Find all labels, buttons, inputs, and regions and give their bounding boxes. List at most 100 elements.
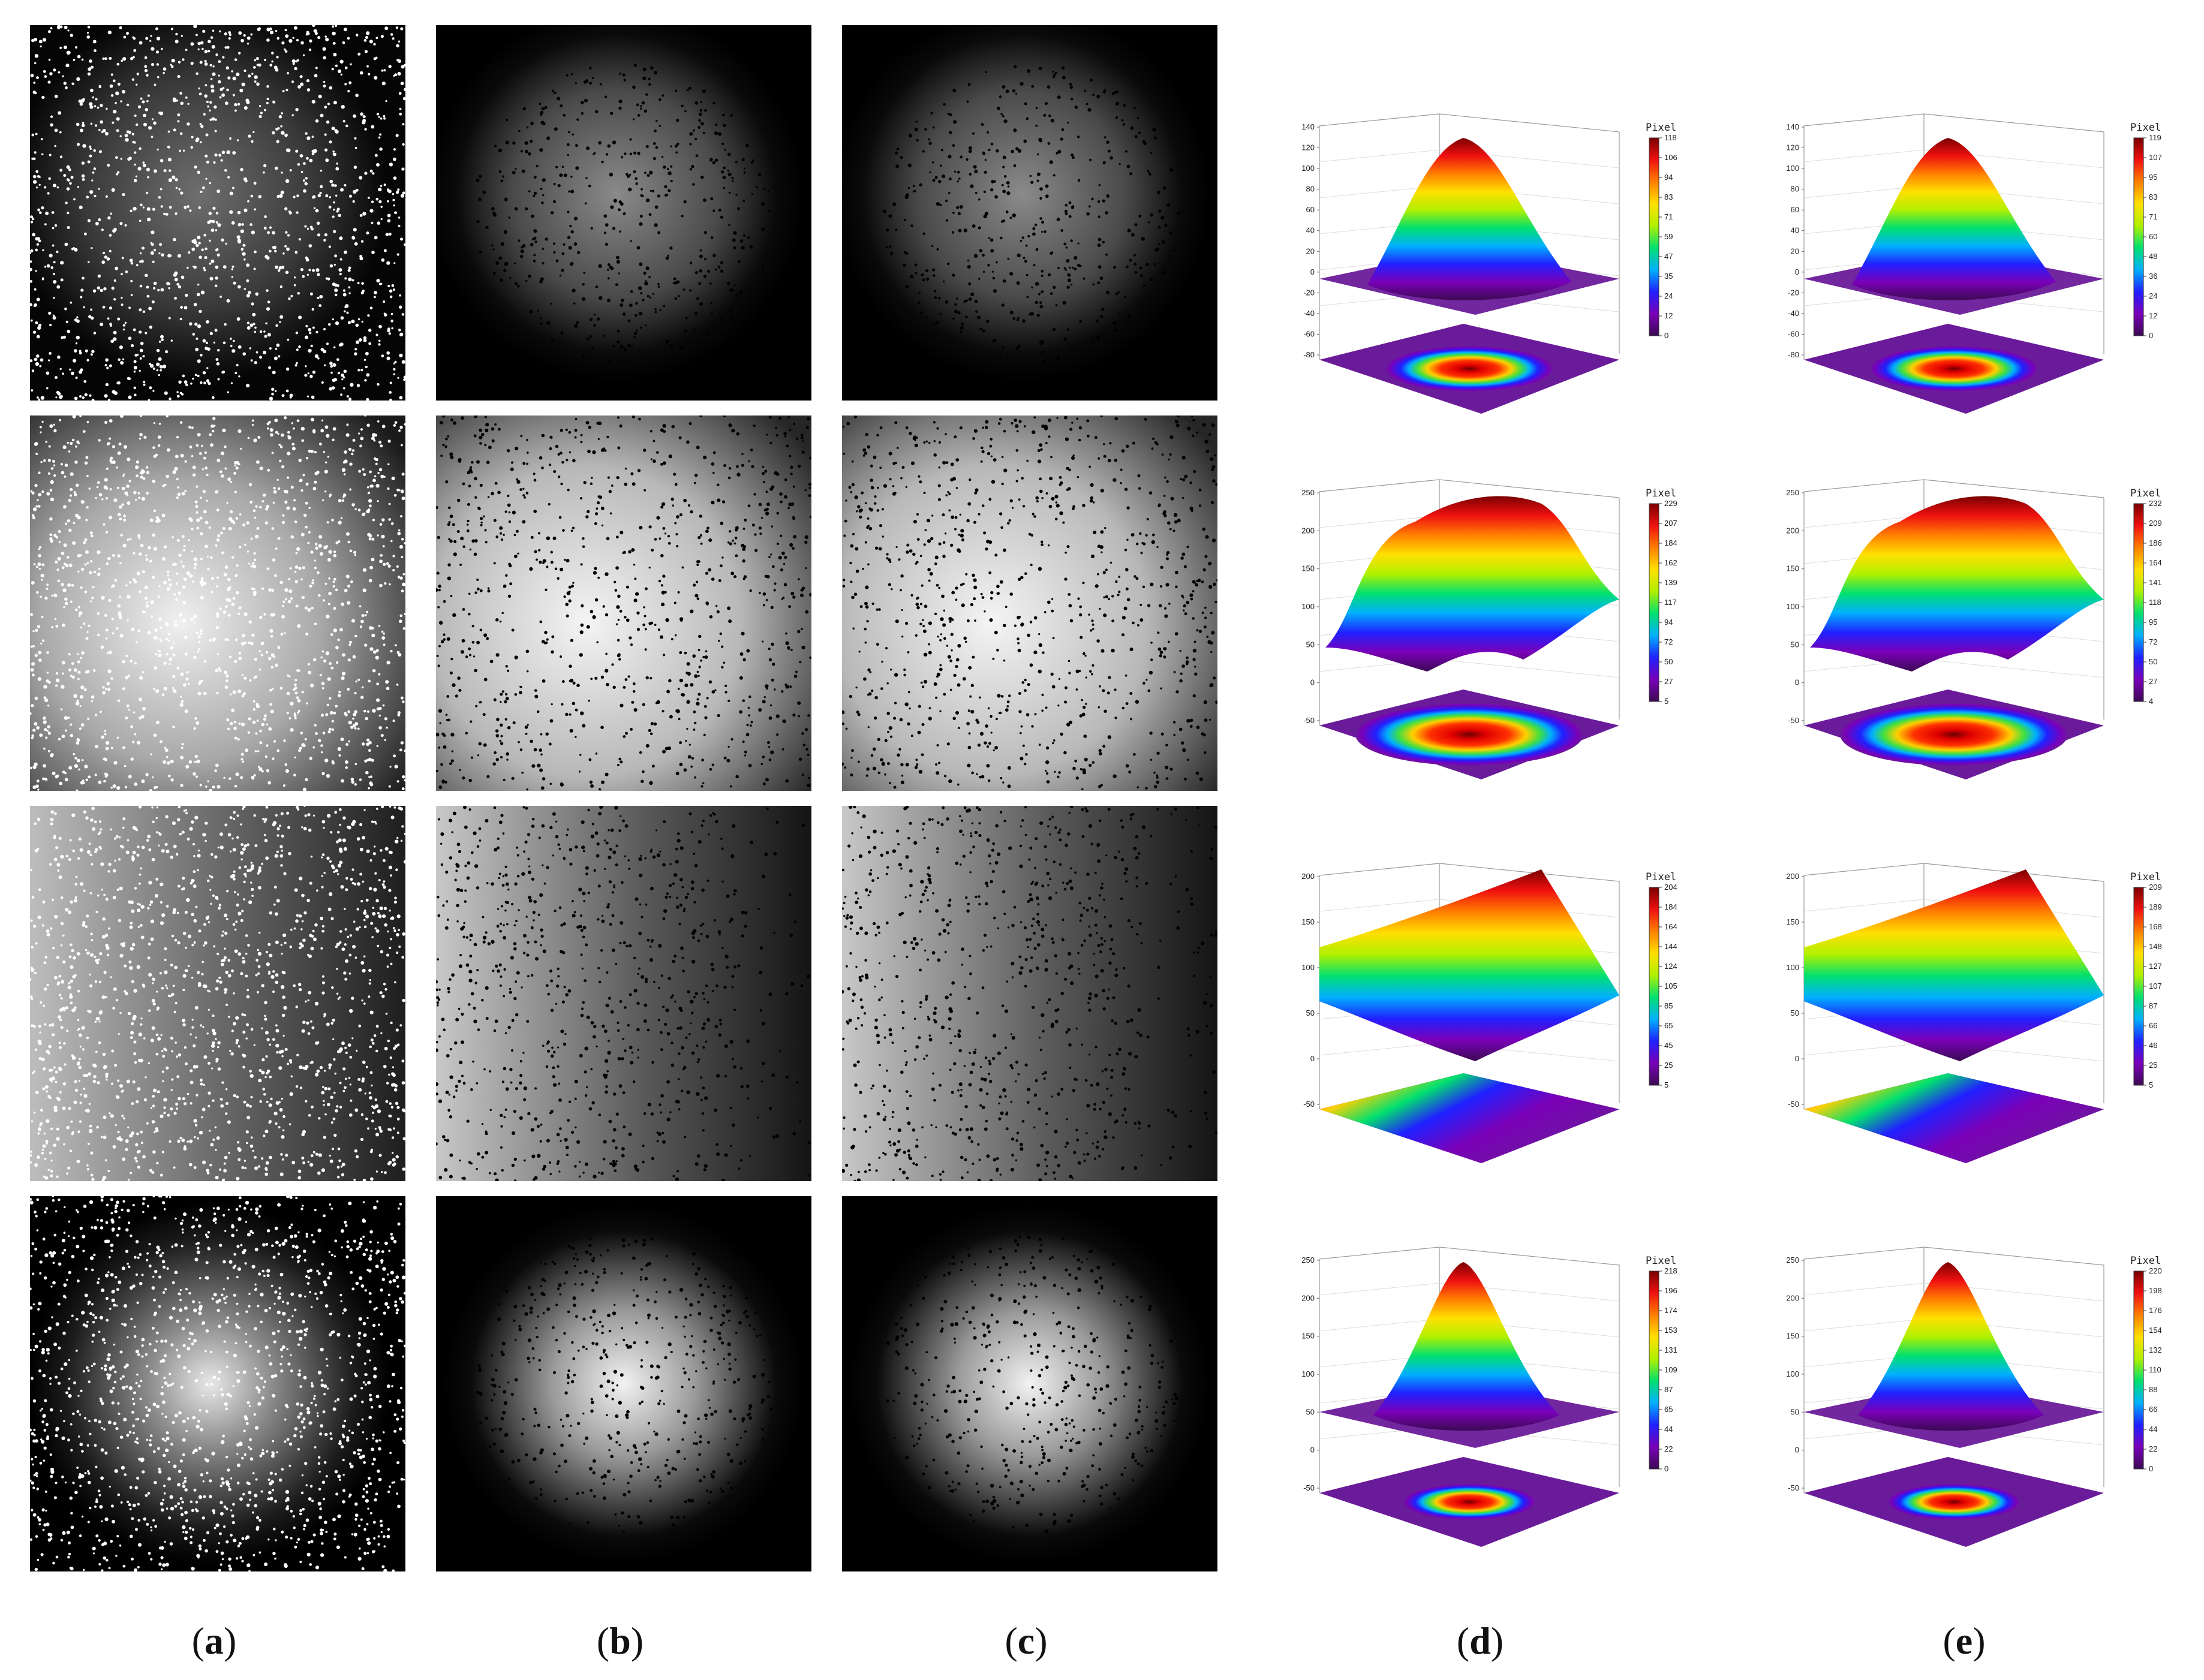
z-tick-label: 0 [1795,1054,1799,1063]
colorbar-tick-label: 0 [1664,331,1668,340]
colorbar-tick-label: 218 [1664,1266,1677,1275]
colorbar-tick-label: 87 [1664,1385,1673,1394]
colorbar [2133,1270,2144,1470]
z-tick-label: -50 [1788,716,1799,725]
colorbar-tick-label: 131 [1664,1345,1677,1354]
colorbar-tick-label: 209 [2149,519,2162,528]
z-tick-label: 250 [1301,1256,1315,1264]
projection-heatmap [1355,703,1583,766]
colorbar-title: Pixel [1646,122,1676,134]
z-tick-label: 40 [1791,226,1799,235]
colorbar-title: Pixel [2130,122,2161,134]
plot-d1: 140 120 100 80 60 40 20 0 -20 -40 -60 -80 Pixel 118 10… [1283,102,1715,486]
z-tick-label: 100 [1786,164,1799,173]
surface [1319,869,1619,1061]
colorbar-tick-label: 204 [1664,883,1677,892]
z-tick-label: -60 [1303,330,1315,339]
z-tick-label: 100 [1786,963,1799,972]
surface [1367,138,1571,300]
z-tick-label: -20 [1303,288,1315,297]
projection-heatmap [1870,346,2038,392]
z-tick-label: 200 [1786,1293,1799,1302]
image-b-row-1 [436,25,811,401]
colorbar-tick-label: 12 [2149,311,2157,320]
surface [1858,1262,2044,1431]
colorbar [1649,887,1659,1086]
plot-d3: 200 150 100 50 0 -50 Pixel 204 184 164 144 124 105 85… [1283,851,1715,1235]
z-tick-label: 0 [1795,267,1799,276]
colorbar-title: Pixel [1646,487,1676,499]
surface [1804,869,2104,1061]
colorbar-tick-label: 66 [2149,1021,2157,1030]
z-tick-label: 200 [1301,526,1315,535]
projection-heatmap [1804,1073,2104,1163]
colorbar-tick-label: 209 [2149,883,2162,892]
colorbar [1649,137,1659,336]
colorbar-tick-label: 118 [1664,133,1677,142]
colorbar-tick-label: 132 [2149,1345,2162,1354]
colorbar-tick-label: 118 [2149,598,2161,607]
z-tick-label: 50 [1306,1008,1315,1017]
colorbar-tick-label: 164 [2149,558,2162,567]
z-tick-label: 20 [1306,246,1315,255]
z-tick-label: -50 [1303,1483,1315,1492]
z-tick-label: -50 [1303,1100,1315,1109]
projection-heatmap [1840,703,2068,766]
colorbar-tick-label: 168 [2149,922,2162,931]
colorbar-tick-label: 189 [2149,902,2162,911]
colorbar-tick-label: 0 [1664,1464,1668,1473]
z-tick-label: 150 [1786,917,1799,926]
colorbar-tick-label: 0 [2149,331,2153,340]
colorbar-tick-label: 45 [1664,1041,1673,1050]
z-tick-label: 0 [1310,678,1315,687]
colorbar-tick-label: 148 [2149,942,2162,951]
colorbar-tick-label: 71 [1664,212,1673,221]
sublabel-a: (a) [191,1619,237,1662]
z-tick-label: 50 [1306,640,1315,649]
image-a-row-4 [30,1196,405,1571]
colorbar-tick-label: 0 [2149,1464,2153,1473]
colorbar-title: Pixel [2130,871,2161,883]
z-tick-label: 80 [1306,185,1315,194]
z-tick-label: 100 [1301,963,1315,972]
colorbar-tick-label: 127 [2149,962,2162,971]
colorbar-tick-label: 22 [2149,1444,2157,1453]
z-tick-label: -40 [1788,309,1799,318]
colorbar-tick-label: 184 [1664,902,1677,911]
colorbar-tick-label: 27 [2149,677,2157,686]
colorbar-tick-label: 66 [2149,1405,2157,1414]
colorbar-tick-label: 207 [1664,519,1677,528]
z-tick-label: 80 [1791,185,1799,194]
sublabel-c: (c) [1005,1619,1048,1662]
colorbar-tick-label: 220 [2149,1266,2162,1275]
colorbar-tick-label: 25 [2149,1061,2157,1070]
z-tick-label: 0 [1310,267,1315,276]
colorbar-tick-label: 85 [1664,1001,1673,1010]
z-tick-label: 140 [1301,122,1315,131]
colorbar-tick-label: 153 [1664,1326,1677,1335]
projection-heatmap [1319,1073,1619,1163]
z-tick-label: -40 [1303,309,1315,318]
z-tick-label: 100 [1301,602,1315,611]
colorbar-tick-label: 71 [2149,212,2157,221]
z-tick-label: -50 [1788,1100,1799,1109]
sublabel-e: (e) [1943,1619,1986,1662]
z-tick-label: 0 [1795,678,1799,687]
colorbar-tick-label: 88 [2149,1385,2157,1394]
z-tick-label: 250 [1786,1256,1799,1264]
plot-e3: 200 150 100 50 0 -50 Pixel 209 189 168 148 127 107 87… [1768,851,2200,1235]
z-tick-label: 150 [1301,564,1315,573]
colorbar-tick-label: 5 [1664,697,1668,706]
image-c-row-4 [842,1196,1217,1571]
colorbar [2133,887,2144,1086]
colorbar-title: Pixel [2130,487,2161,499]
colorbar-tick-label: 110 [2149,1365,2161,1374]
z-tick-label: 60 [1306,205,1315,214]
colorbar-tick-label: 119 [2149,133,2161,142]
z-tick-label: 0 [1310,1054,1315,1063]
plot-e1: 140 120 100 80 60 40 20 0 -20 -40 -60 -80 Pixel 119 10… [1768,102,2200,486]
colorbar-tick-label: 94 [1664,173,1673,182]
plot-d2: 250 200 150 100 50 0 -50 Pixel 229 207 184 162 139 11… [1283,468,1715,851]
colorbar-tick-label: 4 [2149,697,2153,706]
z-tick-label: 50 [1791,640,1799,649]
